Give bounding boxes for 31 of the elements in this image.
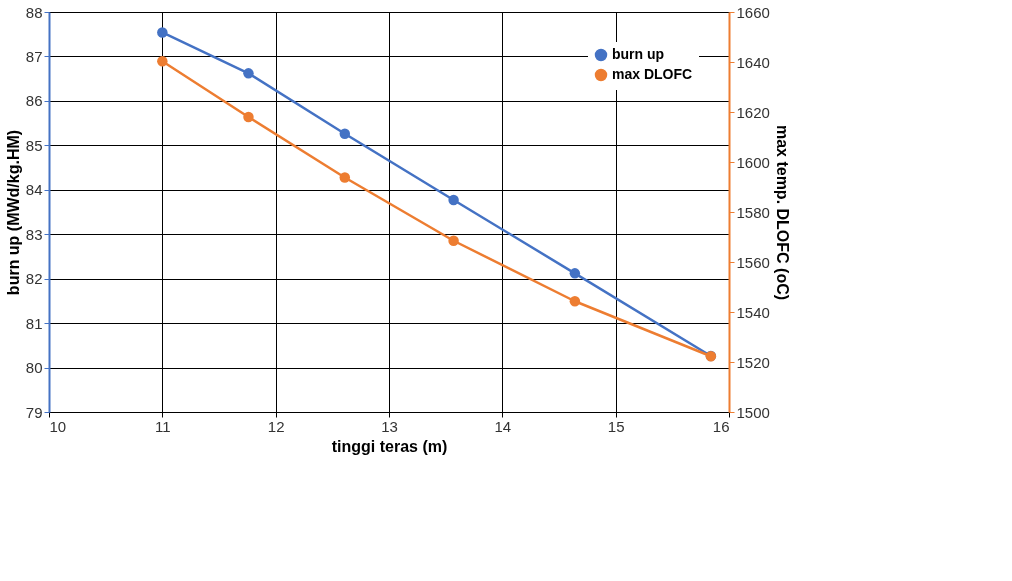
- y2-tick-label: 1520: [736, 353, 770, 371]
- y2-tick-label: 1600: [736, 153, 770, 171]
- y-tick-label: 80: [25, 359, 43, 377]
- y-tick-label: 84: [25, 181, 43, 199]
- y2-tick-label: 1620: [736, 103, 770, 121]
- y2-tick-label: 1580: [736, 203, 770, 221]
- x-tick-label: 12: [267, 417, 285, 435]
- x-tick-label: 11: [155, 417, 171, 435]
- x-axis-title: tinggi teras (m): [331, 437, 448, 455]
- y2-tick-label: 1500: [736, 403, 770, 421]
- y-tick-label: 86: [25, 92, 43, 110]
- y2-tick-label: 1560: [736, 253, 770, 271]
- x-tick-label: 13: [381, 417, 398, 435]
- y-tick-label: 81: [25, 314, 43, 332]
- x-tick-label: 14: [494, 417, 512, 435]
- y-tick-label: 87: [25, 47, 43, 65]
- y-tick-label: 82: [25, 270, 43, 288]
- y-tick-label: 88: [25, 3, 43, 21]
- y2-tick-label: 1660: [736, 3, 770, 21]
- x-tick-label: 16: [712, 417, 730, 435]
- y-tick-label: 79: [25, 403, 43, 421]
- x-tick-label: 10: [49, 417, 67, 435]
- y2-tick-label: 1540: [736, 303, 770, 321]
- y-tick-label: 83: [25, 225, 43, 243]
- y2-tick-label: 1640: [736, 53, 770, 71]
- y2-axis-title: max temp. DLOFC (oC): [773, 124, 791, 301]
- legend-label: max DLOFC: [612, 66, 693, 82]
- y-axis-title: burn up (MWd/kg.HM): [4, 129, 22, 296]
- y-tick-label: 85: [25, 136, 43, 154]
- legend-label: burn up: [612, 46, 665, 62]
- x-tick-label: 15: [607, 417, 625, 435]
